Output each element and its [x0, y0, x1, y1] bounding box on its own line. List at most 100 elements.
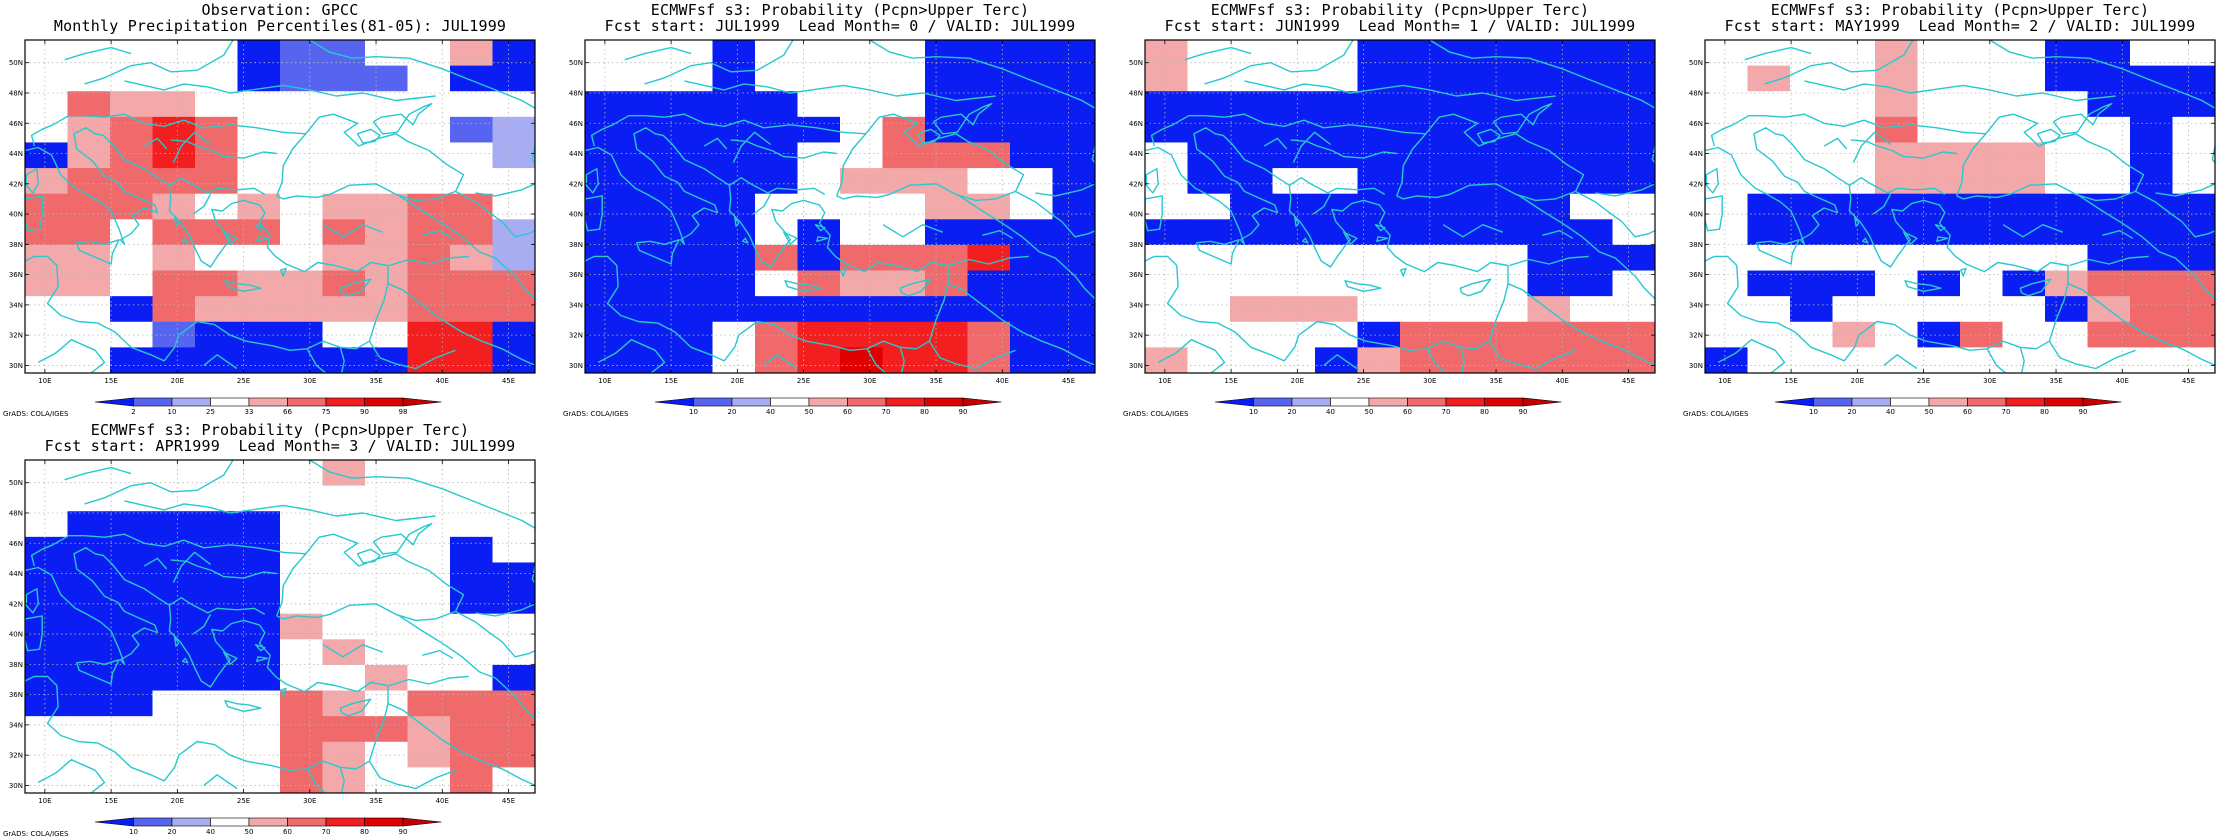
grid-cell — [1747, 91, 1791, 118]
lon-tick-label: 30E — [1423, 377, 1436, 385]
grid-cell — [110, 65, 154, 92]
colorbar-label: 33 — [245, 408, 254, 416]
colorbar-segment — [770, 397, 810, 407]
coastline-segment — [1989, 40, 2215, 109]
lat-tick-label: 38N — [9, 661, 23, 669]
coastline-segment — [1705, 127, 2069, 362]
coastline-segment — [956, 193, 1095, 300]
grid-cell — [1010, 40, 1054, 67]
colorbar-label: 80 — [1480, 408, 1489, 416]
grid-cell — [2087, 168, 2131, 195]
grid-cell — [25, 91, 69, 118]
grid-cell — [280, 716, 324, 743]
coastline-segment — [2048, 340, 2136, 370]
precip-map: 10E 15E 20E 25E 30E 35E 40E 45E 30N 32N 34N 36N 38N 4… — [9, 459, 536, 836]
island-outline — [916, 128, 941, 144]
coastline-segment — [170, 139, 277, 159]
grid-cell — [1570, 116, 1614, 144]
grid-cell — [110, 116, 154, 144]
colorbar-label: 90 — [360, 408, 369, 416]
coastline-segment — [422, 649, 454, 659]
grid-cell — [110, 485, 154, 512]
grid-cell — [1960, 296, 2004, 323]
grid-cell — [365, 664, 409, 692]
grid-cell — [797, 244, 841, 272]
lat-tick-label: 34N — [569, 301, 583, 309]
grid-cell — [1875, 116, 1919, 144]
grid-cell — [1187, 244, 1231, 272]
panel-forecast-lead2: ECMWFsf s3: Probability (Pcpn>Upper Terc… — [1680, 0, 2240, 420]
lat-tick-label: 44N — [9, 570, 23, 578]
coastlines — [585, 40, 1095, 373]
grid-cell — [195, 639, 239, 666]
colorbar-label: 10 — [168, 408, 177, 416]
grid-cell — [1570, 296, 1614, 323]
grid-cell — [1875, 40, 1919, 67]
grid-cell — [322, 168, 366, 195]
grid-cell — [1145, 168, 1189, 195]
grid-cell — [585, 219, 629, 246]
panel-title-line1: ECMWFsf s3: Probability (Pcpn>Upper Terc… — [1210, 1, 1590, 19]
grid-cell — [2045, 168, 2089, 195]
grid-cell — [1705, 321, 1749, 348]
grid-cell — [670, 116, 714, 144]
lon-tick-label: 20E — [731, 377, 744, 385]
colorbar: 2 10 25 33 66 75 90 98 — [94, 397, 442, 416]
grid-cell — [450, 168, 494, 195]
grid-cell — [1527, 142, 1571, 169]
grid-cell — [712, 91, 756, 118]
coastline-segment — [928, 340, 1016, 370]
coastline-segment — [1263, 137, 1288, 150]
coastline-segment — [982, 229, 1014, 239]
grid-cell — [1357, 142, 1401, 169]
colorbar-segment — [364, 397, 404, 407]
colorbar-label: 90 — [399, 828, 408, 836]
lat-tick-label: 40N — [1689, 211, 1703, 219]
island-outline — [339, 278, 372, 297]
coastline-segment — [64, 46, 132, 61]
grid-cell — [2087, 347, 2131, 373]
grid-cell — [840, 91, 884, 118]
lat-tick-label: 30N — [1689, 362, 1703, 370]
coastline-segment — [1488, 340, 1576, 370]
grid-cell — [237, 142, 281, 169]
lat-tick-label: 38N — [569, 241, 583, 249]
map-cells — [1705, 40, 2215, 373]
colorbar-label: 90 — [1519, 408, 1528, 416]
colorbar-label: 10 — [689, 408, 698, 416]
grid-cell — [1485, 40, 1529, 67]
colorbar-label: 10 — [129, 828, 138, 836]
grid-cell — [237, 588, 281, 615]
lat-tick-label: 34N — [9, 721, 23, 729]
lat-tick-label: 48N — [1129, 89, 1143, 97]
grid-cell — [450, 536, 494, 564]
grid-cell — [195, 40, 239, 67]
grid-cell — [152, 347, 196, 373]
island-outline — [25, 195, 43, 232]
panel-observation-gpcc: Observation: GPCC Monthly Precipitation … — [0, 0, 560, 420]
grid-cell — [1790, 142, 1834, 169]
grid-cell — [450, 562, 494, 589]
grid-cell — [1570, 65, 1614, 92]
grid-cell — [407, 613, 451, 640]
colorbar-label: 70 — [322, 828, 331, 836]
island-outline — [256, 236, 269, 243]
grid-cell — [1315, 116, 1359, 144]
grid-cell — [712, 168, 756, 195]
grid-cell — [1527, 219, 1571, 246]
grid-cell — [585, 40, 629, 67]
coastline-segment — [1804, 80, 2116, 102]
coastline-segment — [1244, 80, 1556, 102]
grid-cell — [2087, 321, 2131, 348]
lat-tick-label: 30N — [9, 362, 23, 370]
grid-cell — [110, 664, 154, 692]
colorbar-label: 50 — [1925, 408, 1934, 416]
colorbar-label: 80 — [2040, 408, 2049, 416]
grid-cell — [1832, 168, 1876, 195]
grid-cell — [322, 613, 366, 640]
grid-cell — [585, 347, 629, 373]
coastline-segment — [1289, 176, 1386, 196]
colorbar-label: 70 — [882, 408, 891, 416]
grid-cell — [2087, 270, 2131, 297]
panel-title-line2: Fcst start: JUN1999 Lead Month= 1 / VALI… — [1164, 17, 1636, 35]
